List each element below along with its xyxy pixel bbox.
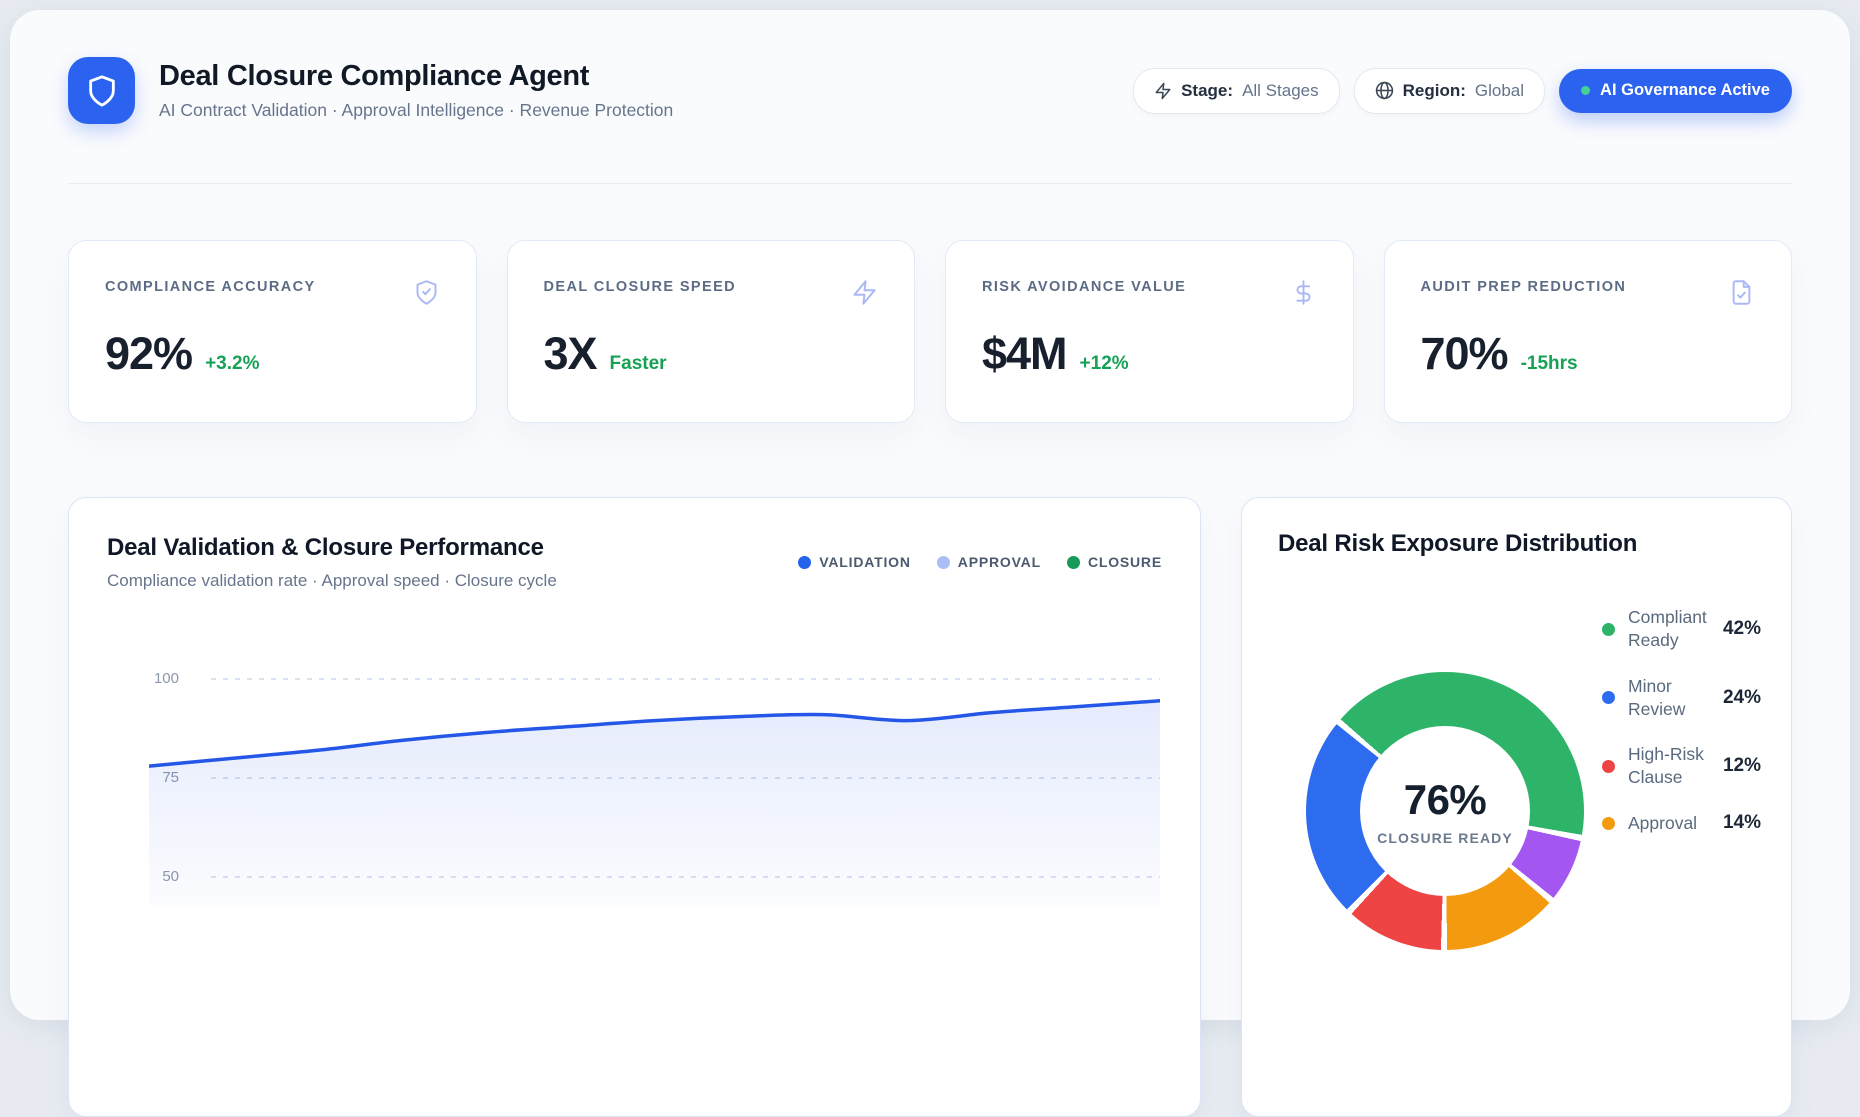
page-title: Deal Closure Compliance Agent bbox=[159, 60, 590, 92]
lightning-icon bbox=[1155, 82, 1171, 99]
header-controls: Stage: All Stages Region: Global AI Gove… bbox=[1133, 67, 1792, 114]
legend-label: CLOSURE bbox=[1087, 554, 1162, 570]
kpi-value: 70% bbox=[1420, 328, 1509, 379]
performance-plot-area[interactable]: 100 75 50 bbox=[107, 605, 1162, 945]
risk-legend-item-high-risk-clause[interactable]: High-Risk Clause 12% bbox=[1602, 743, 1761, 790]
lightning-icon bbox=[853, 280, 876, 305]
risk-chart-title: Deal Risk Exposure Distribution bbox=[1278, 530, 1638, 557]
kpi-value: $4M bbox=[982, 328, 1068, 379]
region-filter-value: Global bbox=[1474, 80, 1525, 100]
header: Deal Closure Compliance Agent AI Contrac… bbox=[68, 57, 1792, 124]
legend-item-closure[interactable]: CLOSURE bbox=[1066, 554, 1162, 570]
risk-legend-label: Minor Review bbox=[1628, 675, 1686, 719]
risk-distribution-card: Deal Risk Exposure Distribution 76% CLOS… bbox=[1241, 497, 1792, 1117]
globe-icon bbox=[1375, 81, 1393, 100]
kpi-label: AUDIT PREP REDUCTION bbox=[1420, 279, 1627, 295]
risk-chart-legend: Compliant Ready 42% Minor Review 24% High-Risk… bbox=[1602, 606, 1761, 857]
legend-dot-icon bbox=[936, 555, 950, 569]
kpi-card-deal-closure-speed[interactable]: DEAL CLOSURE SPEED 3X Faster bbox=[506, 240, 915, 423]
risk-legend-value: 12% bbox=[1722, 755, 1761, 777]
legend-dot-icon bbox=[1602, 816, 1615, 830]
risk-legend-value: 24% bbox=[1722, 686, 1761, 708]
kpi-label: DEAL CLOSURE SPEED bbox=[543, 279, 737, 295]
charts-row: Deal Validation & Closure Performance Co… bbox=[68, 497, 1792, 1117]
kpi-row: COMPLIANCE ACCURACY 92% +3.2% DEAL CLOSU… bbox=[68, 240, 1792, 423]
kpi-delta: -15hrs bbox=[1520, 353, 1578, 374]
app-logo bbox=[68, 57, 135, 124]
stage-filter-value: All Stages bbox=[1242, 80, 1319, 100]
donut-center-label: CLOSURE READY bbox=[1377, 830, 1513, 846]
kpi-card-compliance-accuracy[interactable]: COMPLIANCE ACCURACY 92% +3.2% bbox=[68, 240, 477, 423]
governance-status-badge[interactable]: AI Governance Active bbox=[1559, 68, 1792, 113]
performance-chart-legend: VALIDATION APPROVAL CLOSURE bbox=[798, 554, 1162, 570]
kpi-delta: +12% bbox=[1079, 353, 1129, 374]
dashboard-page: Deal Closure Compliance Agent AI Contrac… bbox=[10, 10, 1850, 1117]
donut-center-value: 76% bbox=[1403, 776, 1487, 823]
kpi-label: RISK AVOIDANCE VALUE bbox=[982, 279, 1187, 295]
legend-label: VALIDATION bbox=[819, 554, 911, 570]
region-filter-label: Region: bbox=[1402, 80, 1466, 100]
performance-chart-card: Deal Validation & Closure Performance Co… bbox=[68, 497, 1201, 1117]
performance-chart-subtitle: Compliance validation rate · Approval sp… bbox=[107, 571, 557, 590]
legend-dot-icon bbox=[1602, 691, 1615, 705]
stage-filter[interactable]: Stage: All Stages bbox=[1133, 67, 1340, 114]
legend-item-validation[interactable]: VALIDATION bbox=[798, 554, 910, 570]
kpi-value: 92% bbox=[105, 328, 193, 379]
kpi-label: COMPLIANCE ACCURACY bbox=[105, 279, 316, 295]
shield-check-icon bbox=[416, 280, 436, 305]
kpi-card-risk-avoidance-value[interactable]: RISK AVOIDANCE VALUE $4M +12% bbox=[945, 240, 1354, 423]
risk-legend-item-approval[interactable]: Approval 14% bbox=[1602, 812, 1761, 835]
validation-line-series bbox=[149, 605, 1160, 905]
legend-dot-icon bbox=[1066, 555, 1080, 569]
donut-center: 76% CLOSURE READY bbox=[1360, 726, 1530, 896]
risk-legend-label: High-Risk Clause bbox=[1628, 744, 1704, 788]
shield-icon bbox=[88, 74, 115, 107]
kpi-delta: +3.2% bbox=[205, 353, 260, 374]
risk-legend-value: 42% bbox=[1722, 618, 1761, 640]
document-check-icon bbox=[1732, 280, 1751, 305]
risk-legend-label: Compliant Ready bbox=[1628, 607, 1707, 651]
legend-label: APPROVAL bbox=[957, 554, 1041, 570]
kpi-value: 3X bbox=[543, 328, 598, 379]
legend-dot-icon bbox=[798, 555, 812, 569]
governance-status-label: AI Governance Active bbox=[1600, 81, 1770, 99]
header-divider bbox=[68, 183, 1792, 184]
risk-legend-label: Approval bbox=[1628, 812, 1698, 833]
y-tick-label: 100 bbox=[153, 670, 179, 688]
kpi-delta: Faster bbox=[609, 353, 667, 374]
risk-legend-item-compliant-ready[interactable]: Compliant Ready 42% bbox=[1602, 606, 1761, 653]
legend-dot-icon bbox=[1602, 759, 1615, 773]
legend-dot-icon bbox=[1602, 622, 1615, 636]
risk-legend-item-minor-review[interactable]: Minor Review 24% bbox=[1602, 675, 1761, 722]
dollar-icon bbox=[1295, 280, 1311, 305]
performance-chart-title: Deal Validation & Closure Performance bbox=[107, 534, 544, 561]
stage-filter-label: Stage: bbox=[1181, 80, 1234, 100]
region-filter[interactable]: Region: Global bbox=[1353, 67, 1546, 114]
risk-donut-chart[interactable]: 76% CLOSURE READY bbox=[1306, 672, 1584, 950]
risk-legend-value: 14% bbox=[1722, 812, 1761, 834]
kpi-card-audit-prep-reduction[interactable]: AUDIT PREP REDUCTION 70% -15hrs bbox=[1383, 240, 1792, 423]
page-subtitle: AI Contract Validation · Approval Intell… bbox=[159, 100, 674, 120]
status-dot-icon bbox=[1581, 86, 1591, 95]
legend-item-approval[interactable]: APPROVAL bbox=[936, 554, 1041, 570]
